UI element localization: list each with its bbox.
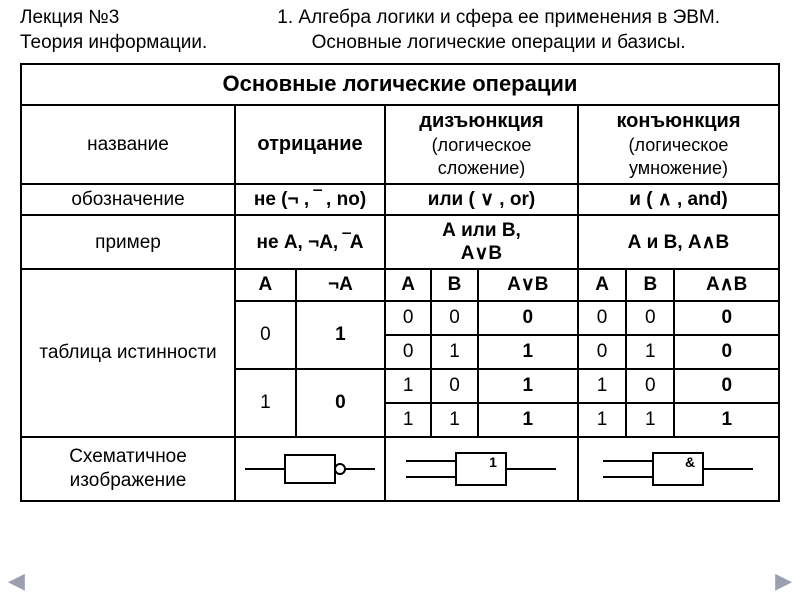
and-r1-ab: 0 [674,335,779,369]
or-r3-ab: 1 [478,403,578,437]
and-r3-b: 1 [626,403,674,437]
or-designation: или ( ∨ , or) [385,184,578,215]
row-schematic-label: Схематичное изображение [21,437,235,501]
logic-operations-table: Основные логические операции название от… [20,63,780,501]
or-r0-a: 0 [385,301,431,335]
prev-slide-button[interactable]: ◀ [8,568,25,594]
topic-line2: Основные логические операции и базисы. [217,31,780,56]
or-r1-a: 0 [385,335,431,369]
row-designation-label: обозначение [21,184,235,215]
and-r3-ab: 1 [674,403,779,437]
neg-r1-na: 0 [296,369,385,437]
and-r1-a: 0 [578,335,626,369]
not-gate-icon [240,447,380,491]
neg-example: не А, ¬А, ‾А [235,215,385,269]
or-r3-a: 1 [385,403,431,437]
and-hdr-ab: А∧В [674,269,779,300]
neg-designation: не (¬ , ‾ , no) [235,184,385,215]
neg-hdr-na: ¬А [296,269,385,300]
or-example-line1: А или В, [442,220,521,241]
and-name-line2: (логическое умножение) [629,135,729,178]
lecture-number: Лекция №3 [20,6,207,31]
or-hdr-a: А [385,269,431,300]
or-r3-b: 1 [431,403,477,437]
and-r2-ab: 0 [674,369,779,403]
or-r2-ab: 1 [478,369,578,403]
and-r0-a: 0 [578,301,626,335]
next-slide-button[interactable]: ▶ [775,568,792,594]
and-name-line1: конъюнкция [616,110,740,132]
or-r1-b: 1 [431,335,477,369]
row-name-label: название [21,105,235,184]
and-r0-b: 0 [626,301,674,335]
or-r2-b: 0 [431,369,477,403]
and-r1-b: 1 [626,335,674,369]
and-name: конъюнкция (логическое умножение) [578,105,779,184]
or-gate-label: 1 [490,454,498,470]
lecture-subject: Теория информации. [20,31,207,56]
or-gate-icon: 1 [401,447,561,491]
or-name-line1: дизъюнкция [419,110,543,132]
row-truthtable-label: таблица истинности [21,269,235,436]
or-r1-ab: 1 [478,335,578,369]
or-hdr-b: В [431,269,477,300]
neg-r0-na: 1 [296,301,385,369]
and-gate-label: & [685,454,695,470]
or-name: дизъюнкция (логическое сложение) [385,105,578,184]
and-schematic: & [578,437,779,501]
neg-r0-a: 0 [235,301,296,369]
table-title: Основные логические операции [21,64,779,105]
neg-hdr-a: А [235,269,296,300]
row-example-label: пример [21,215,235,269]
and-r3-a: 1 [578,403,626,437]
or-r0-b: 0 [431,301,477,335]
and-hdr-a: А [578,269,626,300]
and-hdr-b: В [626,269,674,300]
or-r2-a: 1 [385,369,431,403]
neg-name: отрицание [235,105,385,184]
or-hdr-ab: А∨В [478,269,578,300]
or-name-line2: (логическое сложение) [432,135,532,178]
or-r0-ab: 0 [478,301,578,335]
or-example-line2: А∨В [461,243,502,264]
or-example: А или В, А∨В [385,215,578,269]
and-r0-ab: 0 [674,301,779,335]
and-r2-b: 0 [626,369,674,403]
and-designation: и ( ∧ , and) [578,184,779,215]
neg-schematic [235,437,385,501]
and-r2-a: 1 [578,369,626,403]
neg-r1-a: 1 [235,369,296,437]
topic-line1: 1. Алгебра логики и сфера ее применения … [217,6,780,31]
slide-header: Лекция №3 Теория информации. 1. Алгебра … [0,0,800,59]
and-example: А и В, А∧В [578,215,779,269]
or-schematic: 1 [385,437,578,501]
and-gate-icon: & [598,447,758,491]
